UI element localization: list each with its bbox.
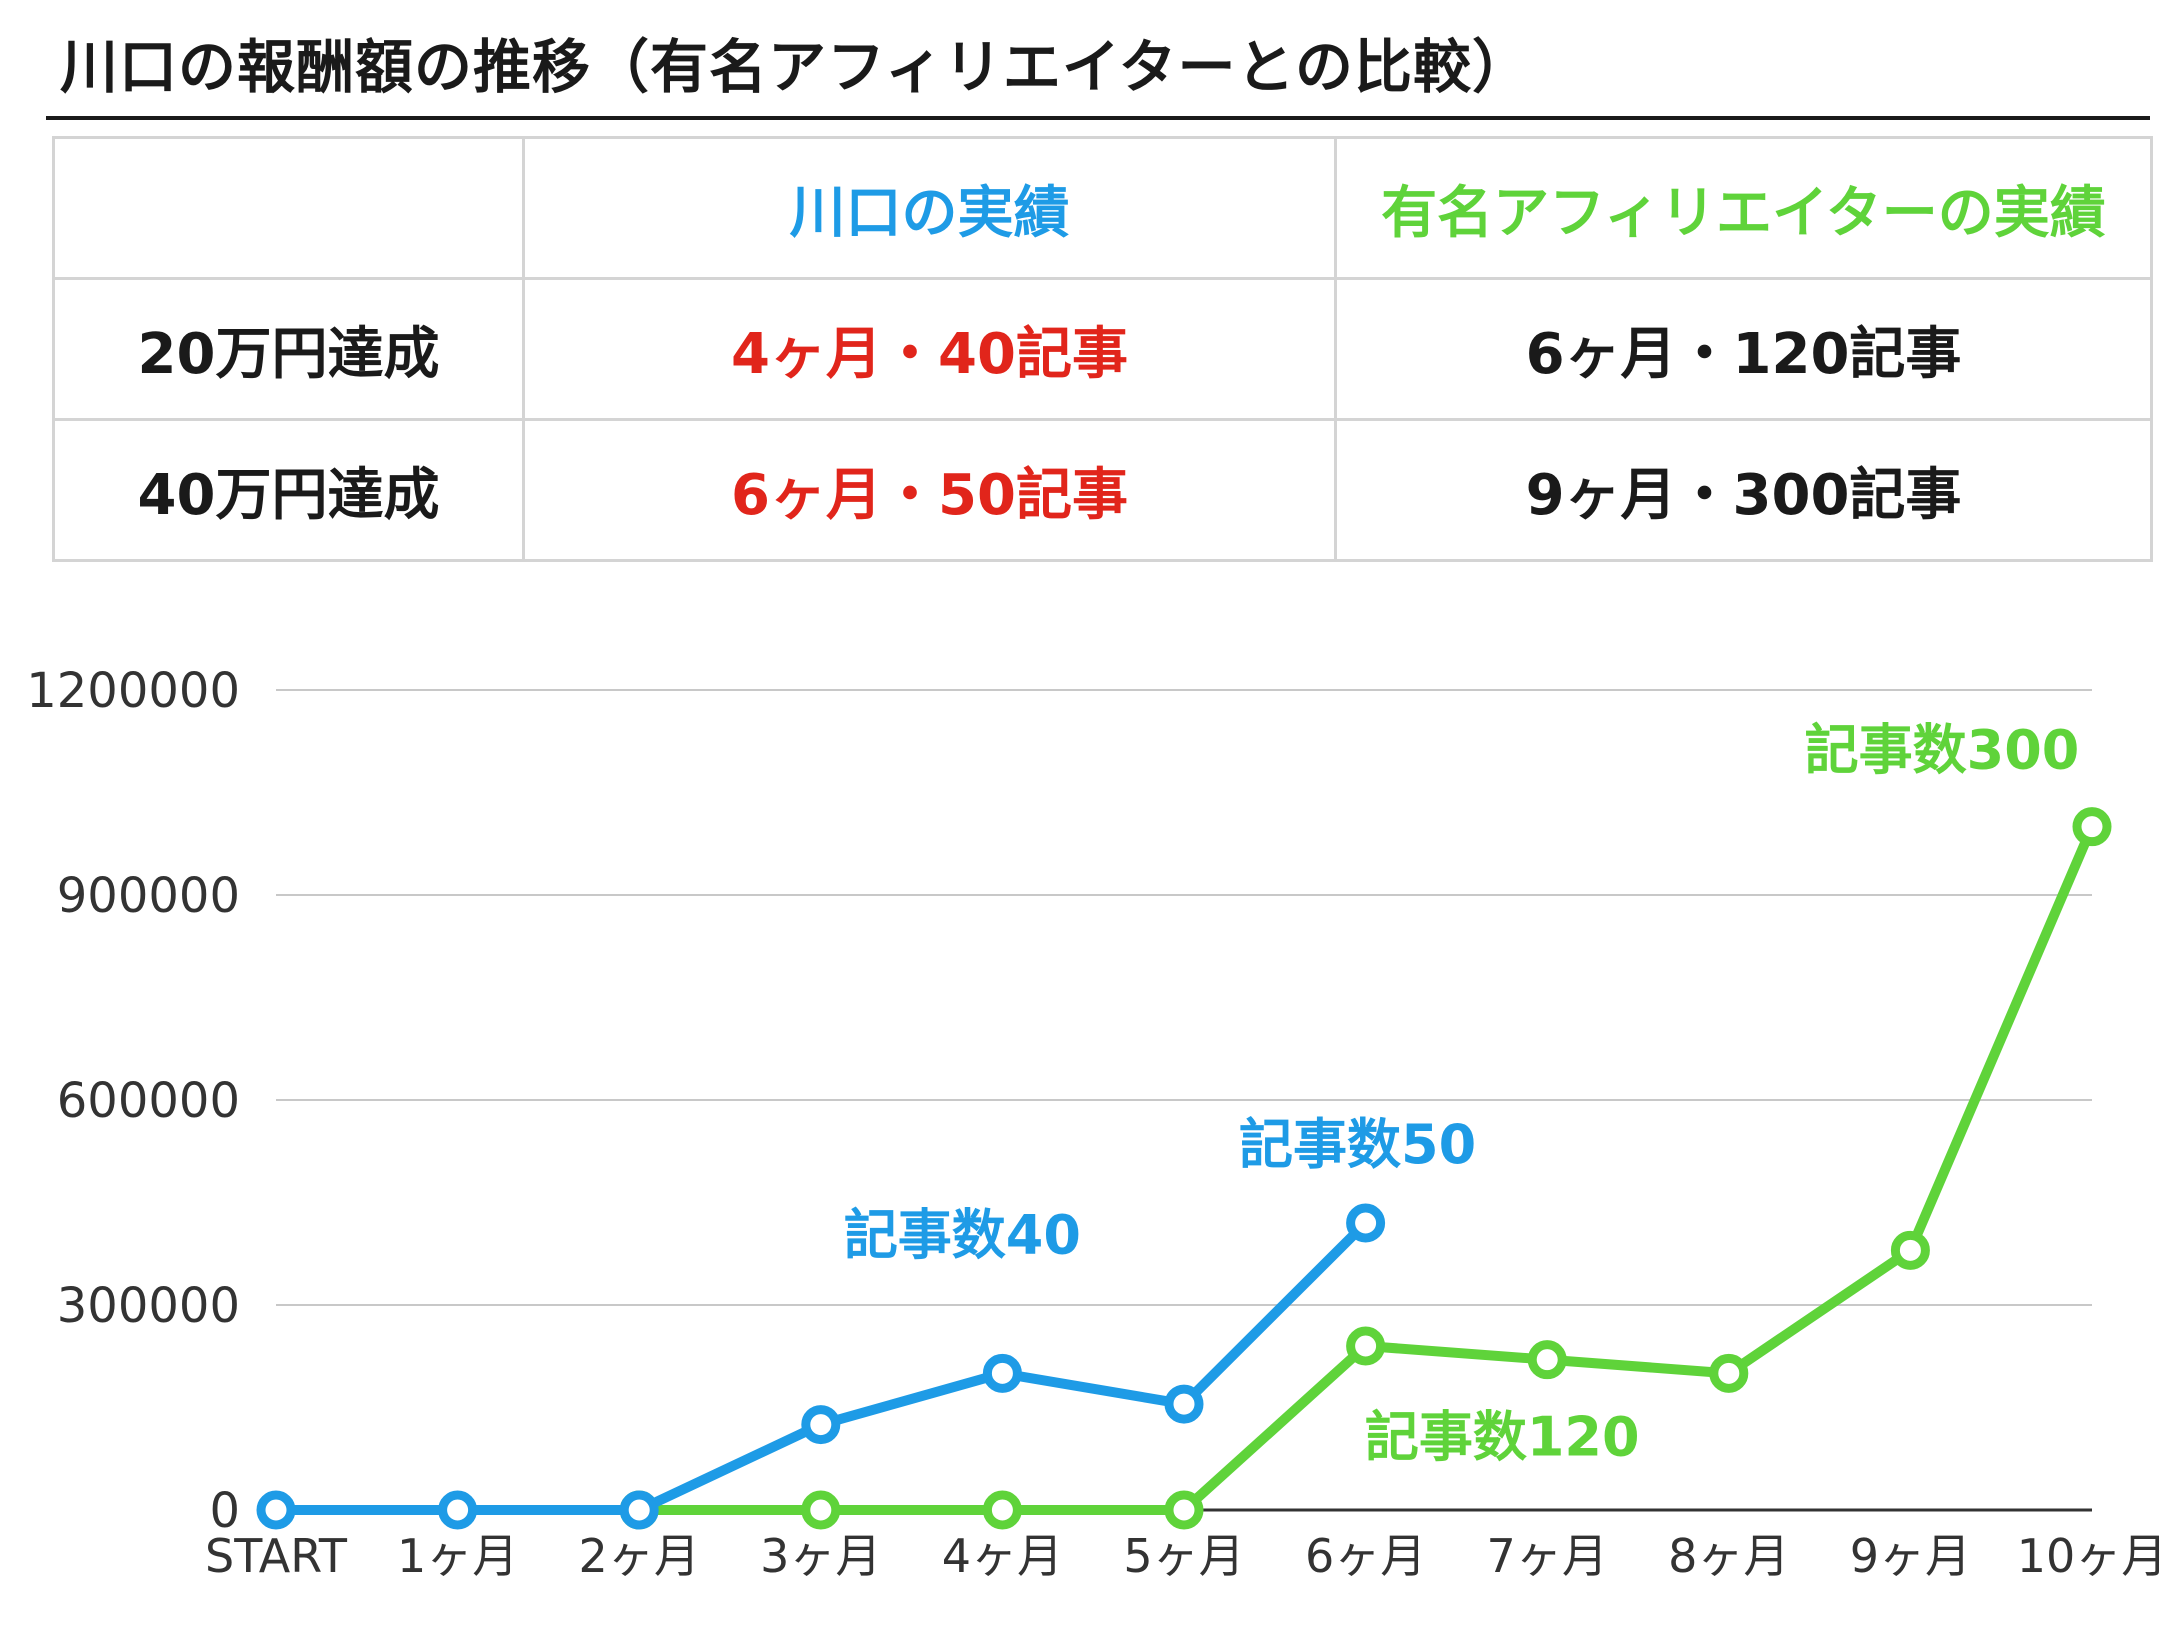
annotation-label: 記事数40 [844,1203,1081,1266]
data-point-kawaguchi [438,1490,478,1530]
annotation-label: 記事数300 [1805,719,2080,782]
data-point-famous [801,1490,841,1530]
x-tick-label: 7ヶ月 [1487,1529,1608,1583]
famous-result: 6ヶ月・120記事 [1334,277,2153,421]
data-point-kawaguchi [256,1490,296,1530]
data-point-kawaguchi [619,1490,659,1530]
x-tick-label: 10ヶ月 [2017,1529,2168,1583]
data-point-famous [1164,1490,1204,1530]
table-header-empty [52,136,525,280]
row-label: 20万円達成 [52,277,525,421]
title-underline [46,116,2150,120]
y-tick-label: 0 [209,1483,240,1539]
data-point-kawaguchi [982,1353,1022,1393]
comparison-table: 川口の実績 有名アフィリエイターの実績 20万円達成 4ヶ月・40記事 6ヶ月・… [52,136,2153,562]
table-header-famous: 有名アフィリエイターの実績 [1334,136,2153,280]
famous-result: 9ヶ月・300記事 [1334,418,2153,562]
x-tick-label: 8ヶ月 [1668,1529,1789,1583]
table-row: 40万円達成 6ヶ月・50記事 9ヶ月・300記事 [52,418,2153,562]
x-tick-label: START [205,1529,348,1583]
y-tick-label: 900000 [57,868,240,924]
y-tick-label: 1200000 [26,663,240,719]
kawaguchi-result: 6ヶ月・50記事 [522,418,1337,562]
data-point-famous [1890,1230,1930,1270]
annotation-label: 記事数50 [1239,1113,1476,1176]
kawaguchi-result: 4ヶ月・40記事 [522,277,1337,421]
data-point-kawaguchi [1346,1203,1386,1243]
x-tick-label: 1ヶ月 [397,1529,518,1583]
row-label: 40万円達成 [52,418,525,562]
data-point-kawaguchi [801,1405,841,1445]
x-tick-label: 2ヶ月 [579,1529,700,1583]
data-point-famous [1527,1340,1567,1380]
x-tick-label: 5ヶ月 [1123,1529,1244,1583]
data-point-famous [982,1490,1022,1530]
table-header-row: 川口の実績 有名アフィリエイターの実績 [52,136,2153,280]
x-tick-label: 3ヶ月 [760,1529,881,1583]
x-tick-label: 6ヶ月 [1305,1529,1426,1583]
annotation-label: 記事数120 [1365,1406,1640,1469]
series-line-kawaguchi [271,1218,1371,1515]
x-tick-label: 4ヶ月 [942,1529,1063,1583]
table-header-kawaguchi: 川口の実績 [522,136,1337,280]
data-point-famous [1709,1353,1749,1393]
data-point-famous [2072,807,2112,847]
data-point-kawaguchi [1164,1384,1204,1424]
table-row: 20万円達成 4ヶ月・40記事 6ヶ月・120記事 [52,277,2153,421]
x-tick-label: 9ヶ月 [1850,1529,1971,1583]
data-point-famous [1346,1326,1386,1366]
line-chart: 0 300000 600000 900000 1200000 START 1ヶ月 2ヶ月 3ヶ月… [26,663,2168,1583]
y-tick-label: 600000 [57,1073,240,1129]
chart-title: 川口の報酬額の推移（有名アフィリエイターとの比較） [60,33,1531,101]
y-tick-label: 300000 [57,1278,240,1334]
